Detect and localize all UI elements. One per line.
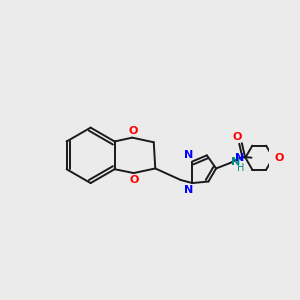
Text: O: O xyxy=(128,126,138,136)
Text: N: N xyxy=(236,153,244,163)
Text: N: N xyxy=(184,150,193,160)
Text: O: O xyxy=(130,175,139,185)
Text: N: N xyxy=(231,157,240,166)
Text: H: H xyxy=(237,164,244,173)
Text: O: O xyxy=(274,153,284,163)
Text: O: O xyxy=(232,132,242,142)
Text: N: N xyxy=(184,185,193,195)
